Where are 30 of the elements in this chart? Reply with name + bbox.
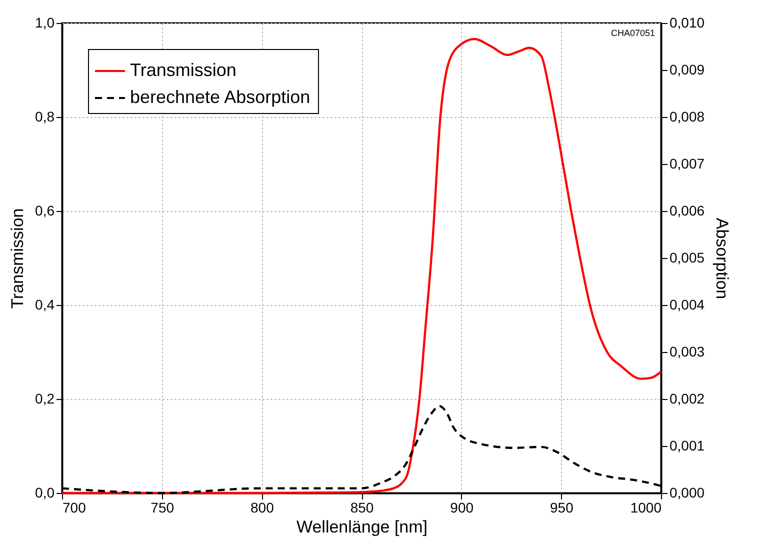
x-tick-label: 700 xyxy=(62,500,86,516)
y2-tick-label: 0,006 xyxy=(670,202,705,218)
y-tick-label: 0,2 xyxy=(35,390,55,406)
y-axis-title: Transmission xyxy=(8,208,28,309)
x-tick-label: 800 xyxy=(250,500,274,516)
annotation: CHA07051 xyxy=(610,28,655,38)
y2-tick-label: 0,004 xyxy=(670,296,705,312)
y2-axis-title: Absorption xyxy=(712,218,732,300)
y2-tick-label: 0,001 xyxy=(670,438,705,454)
y2-tick-label: 0,008 xyxy=(670,108,705,124)
y2-tick-label: 0,005 xyxy=(670,250,705,266)
x-tick-label: 750 xyxy=(150,500,174,516)
x-tick-label: 1000 xyxy=(630,500,662,516)
y2-tick-label: 0,000 xyxy=(670,484,705,500)
x-axis-title: Wellenlänge [nm] xyxy=(296,518,428,536)
x-tick-label: 850 xyxy=(350,500,374,516)
y2-tick-label: 0,007 xyxy=(670,156,705,172)
x-tick-label: 900 xyxy=(450,500,474,516)
legend-label: berechnete Absorption xyxy=(130,87,310,107)
y-tick-label: 0,8 xyxy=(35,108,55,124)
legend-label: Transmission xyxy=(130,60,236,80)
y-tick-label: 0,6 xyxy=(35,202,55,218)
y-tick-label: 0,4 xyxy=(35,296,55,312)
y2-tick-label: 0,003 xyxy=(670,344,705,360)
y2-tick-label: 0,010 xyxy=(670,14,705,30)
y-tick-label: 1,0 xyxy=(35,14,55,30)
y2-tick-label: 0,002 xyxy=(670,390,705,406)
y-tick-label: 0,0 xyxy=(35,484,55,500)
x-tick-label: 950 xyxy=(550,500,574,516)
y2-tick-label: 0,009 xyxy=(670,62,705,78)
